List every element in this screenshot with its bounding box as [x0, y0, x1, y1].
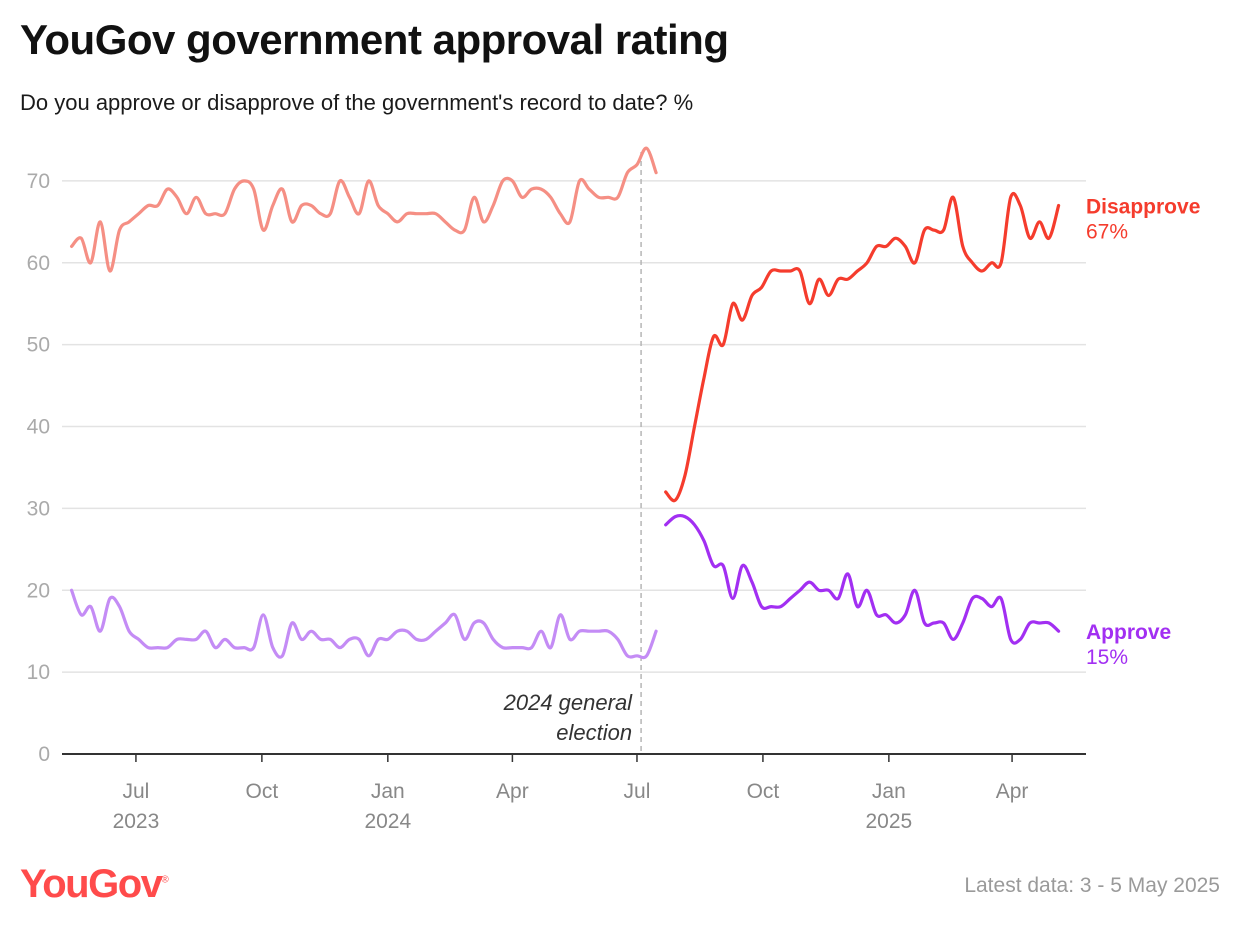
disapprove-after-label: Disapprove	[1086, 195, 1200, 218]
series-lines	[70, 146, 1061, 660]
x-tick-year: 2024	[364, 810, 411, 833]
approve-before-line	[70, 588, 658, 660]
x-tick-label: Apr	[496, 780, 529, 803]
y-tick-label: 50	[27, 334, 50, 357]
x-tick-label: Jan	[371, 780, 405, 803]
x-tick-label: Oct	[246, 780, 279, 803]
x-tick-year: 2023	[113, 810, 160, 833]
y-tick-label: 70	[27, 170, 50, 193]
yougov-logo: YouGov®	[20, 862, 169, 906]
grid	[62, 180, 1086, 673]
x-tick-year: 2025	[866, 810, 913, 833]
election-annotation-text: election	[556, 720, 632, 745]
x-tick-label: Jul	[624, 780, 651, 803]
chart-subtitle: Do you approve or disapprove of the gove…	[20, 90, 694, 115]
latest-data-note: Latest data: 3 - 5 May 2025	[964, 874, 1220, 897]
election-annotation: 2024 general election	[503, 152, 642, 754]
y-tick-label: 30	[27, 497, 50, 520]
chart-title: YouGov government approval rating	[20, 16, 729, 63]
approve-after-value: 15%	[1086, 646, 1128, 669]
disapprove-after-value: 67%	[1086, 220, 1128, 243]
y-axis: 0 10 20 30 40 50 60 70	[27, 170, 50, 766]
y-tick-label: 60	[27, 252, 50, 275]
y-tick-label: 40	[27, 416, 50, 439]
disapprove-after-line	[664, 192, 1061, 503]
election-annotation-text: 2024 general	[503, 690, 634, 715]
y-tick-label: 10	[27, 661, 50, 684]
x-tick-label: Apr	[996, 780, 1029, 803]
x-axis: Jul 2023 Oct Jan 2024 Apr Jul Oct Jan 2025 Apr	[62, 753, 1086, 833]
disapprove-before-line	[70, 146, 658, 273]
approve-after-line	[664, 513, 1061, 645]
x-tick-label: Oct	[747, 780, 780, 803]
approve-after-label: Approve	[1086, 621, 1171, 644]
y-tick-label: 0	[38, 743, 50, 766]
x-tick-label: Jan	[872, 780, 906, 803]
x-tick-label: Jul	[122, 780, 149, 803]
y-tick-label: 20	[27, 579, 50, 602]
